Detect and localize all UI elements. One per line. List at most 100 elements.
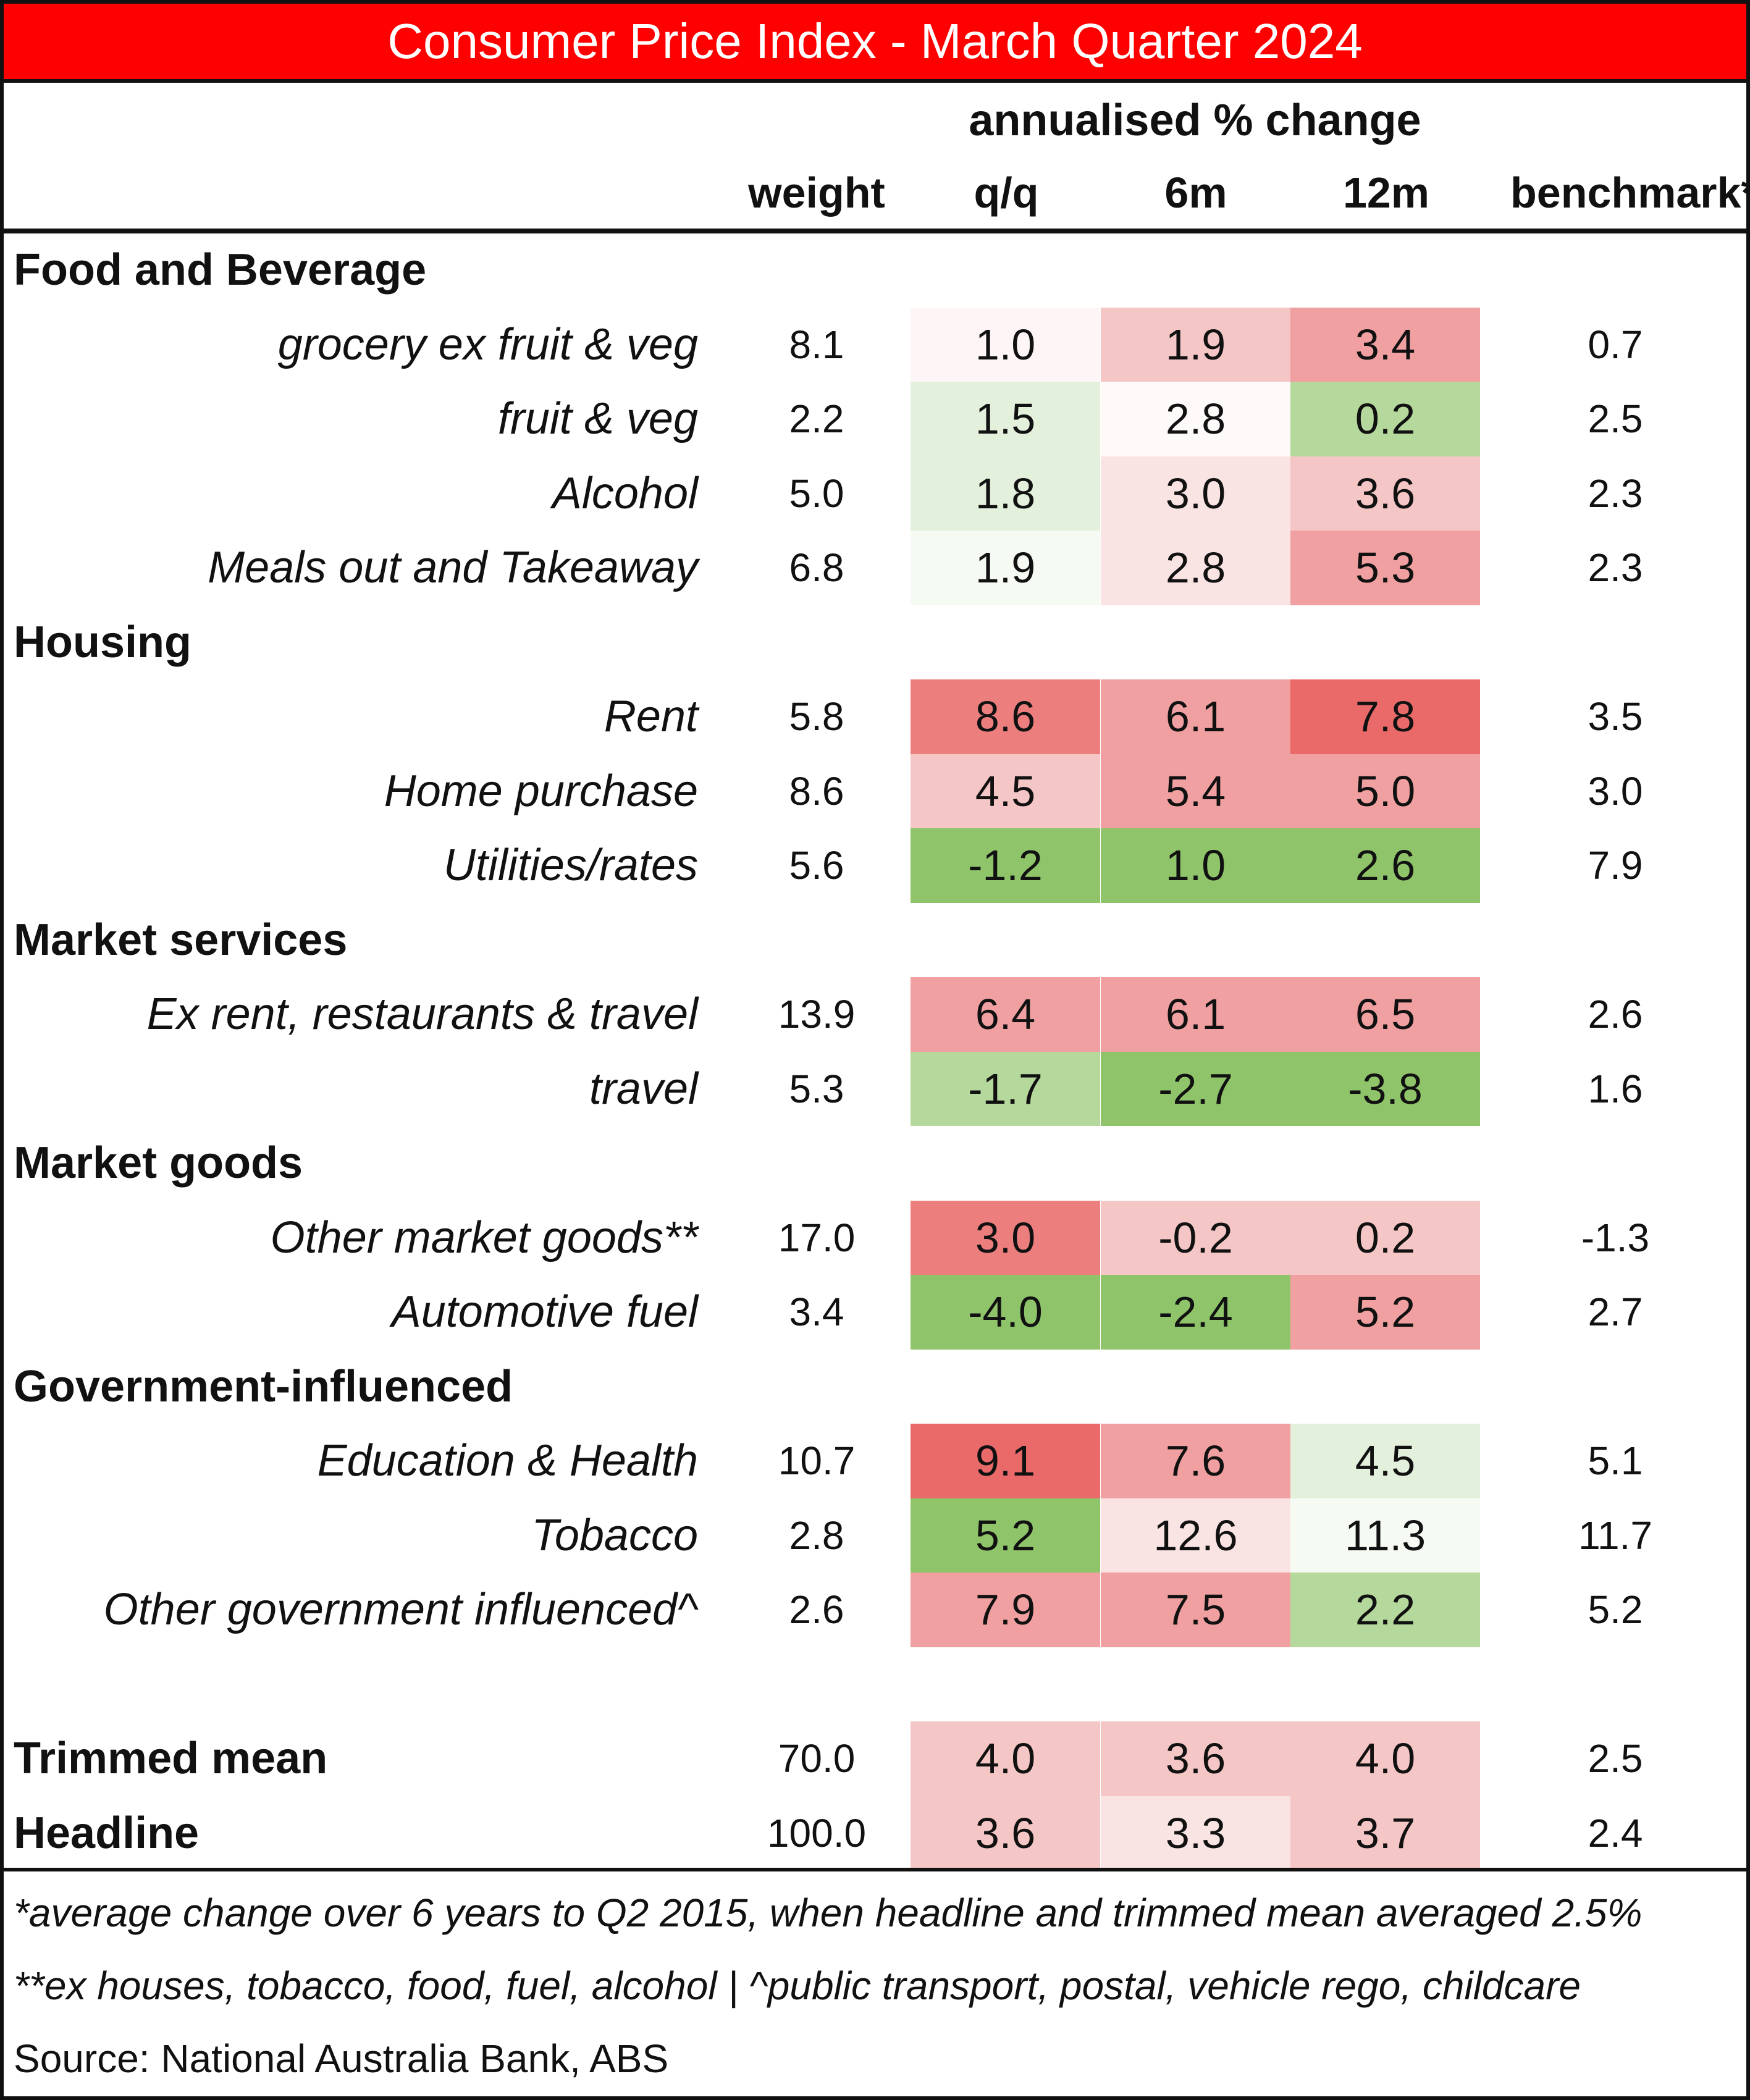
change-cell-m12: 4.5 bbox=[1290, 1424, 1480, 1498]
footnote: *average change over 6 years to Q2 2015,… bbox=[14, 1891, 1643, 1935]
change-cell-m6: 2.8 bbox=[1101, 382, 1290, 456]
row-label: fruit & veg bbox=[497, 394, 698, 443]
weight-value: 17.0 bbox=[778, 1215, 856, 1260]
change-cell-m12: 0.2 bbox=[1290, 382, 1480, 456]
benchmark-value: 7.9 bbox=[1588, 843, 1643, 888]
column-header-4: benchmark* bbox=[1510, 169, 1750, 217]
benchmark-value: 5.1 bbox=[1588, 1438, 1643, 1483]
change-cell-m12: 5.2 bbox=[1290, 1275, 1480, 1350]
source-note: Source: National Australia Bank, ABS bbox=[14, 2036, 669, 2081]
row-label: Other market goods** bbox=[270, 1212, 698, 1262]
change-cell-m6: 12.6 bbox=[1101, 1498, 1290, 1573]
row-label: grocery ex fruit & veg bbox=[277, 319, 698, 369]
row-label: Other government influenced^ bbox=[103, 1585, 698, 1634]
change-cell-qq: -1.2 bbox=[911, 828, 1100, 903]
weight-value: 3.4 bbox=[789, 1290, 844, 1334]
footnote: **ex houses, tobacco, food, fuel, alcoho… bbox=[14, 1964, 1581, 2008]
change-cell-qq: 8.6 bbox=[911, 679, 1100, 754]
change-cell-m12: 3.6 bbox=[1290, 456, 1480, 531]
weight-value: 5.3 bbox=[789, 1066, 844, 1111]
row-label: Alcohol bbox=[552, 468, 698, 518]
row-label: Automotive fuel bbox=[391, 1287, 698, 1337]
benchmark-value: 2.6 bbox=[1588, 992, 1643, 1036]
section-heading: Market goods bbox=[14, 1138, 303, 1188]
change-cell-m12: 2.6 bbox=[1290, 828, 1480, 903]
change-cell-m6: -0.2 bbox=[1101, 1200, 1290, 1275]
weight-value: 5.8 bbox=[789, 694, 844, 739]
change-cell-qq: 7.9 bbox=[911, 1573, 1100, 1647]
benchmark-value: 2.5 bbox=[1588, 1736, 1643, 1781]
change-cell-m12: 3.7 bbox=[1290, 1796, 1480, 1870]
benchmark-value: 2.3 bbox=[1588, 471, 1643, 516]
weight-value: 10.7 bbox=[778, 1438, 856, 1483]
change-cell-m12: 0.2 bbox=[1290, 1200, 1480, 1275]
weight-value: 8.6 bbox=[789, 768, 844, 813]
change-cell-m12: 6.5 bbox=[1290, 977, 1480, 1052]
title-divider bbox=[4, 79, 1746, 83]
benchmark-value: 2.7 bbox=[1588, 1290, 1643, 1334]
change-cell-m6: 6.1 bbox=[1101, 977, 1290, 1052]
change-cell-m12: 5.3 bbox=[1290, 531, 1480, 605]
column-header-3: 12m bbox=[1342, 169, 1430, 217]
total-label: Trimmed mean bbox=[14, 1734, 328, 1783]
change-cell-qq: -1.7 bbox=[911, 1051, 1100, 1126]
change-cell-m6: -2.7 bbox=[1101, 1051, 1290, 1126]
change-cell-m12: -3.8 bbox=[1290, 1051, 1480, 1126]
row-label: Meals out and Takeaway bbox=[208, 543, 698, 592]
row-label: Rent bbox=[604, 692, 698, 741]
benchmark-value: 2.5 bbox=[1588, 397, 1643, 441]
benchmark-value: 11.7 bbox=[1578, 1513, 1652, 1558]
section-heading: Food and Beverage bbox=[14, 245, 427, 295]
table-title: Consumer Price Index - March Quarter 202… bbox=[4, 4, 1746, 79]
benchmark-value: 5.2 bbox=[1588, 1587, 1643, 1632]
change-cell-m6: 3.0 bbox=[1101, 456, 1290, 531]
row-label: Tobacco bbox=[531, 1510, 698, 1560]
benchmark-value: 2.3 bbox=[1588, 545, 1643, 590]
weight-value: 70.0 bbox=[778, 1736, 856, 1781]
change-cell-m12: 2.2 bbox=[1290, 1573, 1480, 1647]
weight-value: 100.0 bbox=[767, 1810, 867, 1855]
weight-value: 6.8 bbox=[789, 545, 844, 590]
row-label: Home purchase bbox=[384, 766, 698, 816]
footer-divider bbox=[4, 1868, 1746, 1871]
weight-value: 13.9 bbox=[778, 992, 856, 1036]
weight-value: 2.8 bbox=[789, 1513, 844, 1558]
change-cell-m6: 7.6 bbox=[1101, 1424, 1290, 1498]
benchmark-value: 0.7 bbox=[1588, 322, 1643, 367]
change-cell-qq: 1.8 bbox=[911, 456, 1100, 531]
change-cell-qq: 1.0 bbox=[911, 307, 1100, 382]
column-header-1: q/q bbox=[974, 169, 1039, 217]
change-cell-m6: 2.8 bbox=[1101, 531, 1290, 605]
column-header-2: 6m bbox=[1164, 169, 1227, 217]
benchmark-value: 2.4 bbox=[1588, 1810, 1643, 1855]
change-cell-qq: 4.5 bbox=[911, 754, 1100, 828]
weight-value: 5.6 bbox=[789, 843, 844, 888]
change-cell-qq: 9.1 bbox=[911, 1424, 1100, 1498]
row-label: Utilities/rates bbox=[443, 841, 698, 890]
weight-value: 2.6 bbox=[789, 1587, 844, 1632]
change-cell-qq: 1.9 bbox=[911, 531, 1100, 605]
change-cell-m12: 4.0 bbox=[1290, 1721, 1480, 1796]
section-heading: Government-influenced bbox=[14, 1361, 513, 1411]
change-cell-m6: 1.9 bbox=[1101, 307, 1290, 382]
change-cell-qq: 6.4 bbox=[911, 977, 1100, 1052]
row-label: Ex rent, restaurants & travel bbox=[146, 989, 698, 1039]
change-cell-qq: 5.2 bbox=[911, 1498, 1100, 1573]
change-cell-qq: 3.0 bbox=[911, 1200, 1100, 1275]
weight-value: 5.0 bbox=[789, 471, 844, 516]
benchmark-value: -1.3 bbox=[1581, 1215, 1650, 1260]
column-header-0: weight bbox=[748, 169, 885, 217]
header-divider bbox=[4, 229, 1746, 233]
change-cell-m6: 6.1 bbox=[1101, 679, 1290, 754]
change-cell-qq: 1.5 bbox=[911, 382, 1100, 456]
weight-value: 8.1 bbox=[789, 322, 844, 367]
change-cell-m6: 3.6 bbox=[1101, 1721, 1290, 1796]
change-cell-m6: 3.3 bbox=[1101, 1796, 1290, 1870]
benchmark-value: 3.5 bbox=[1588, 694, 1643, 739]
change-cell-m12: 7.8 bbox=[1290, 679, 1480, 754]
section-heading: Market services bbox=[14, 915, 348, 965]
group-header: annualised % change bbox=[969, 96, 1421, 145]
change-cell-qq: 3.6 bbox=[911, 1796, 1100, 1870]
change-cell-m12: 5.0 bbox=[1290, 754, 1480, 828]
